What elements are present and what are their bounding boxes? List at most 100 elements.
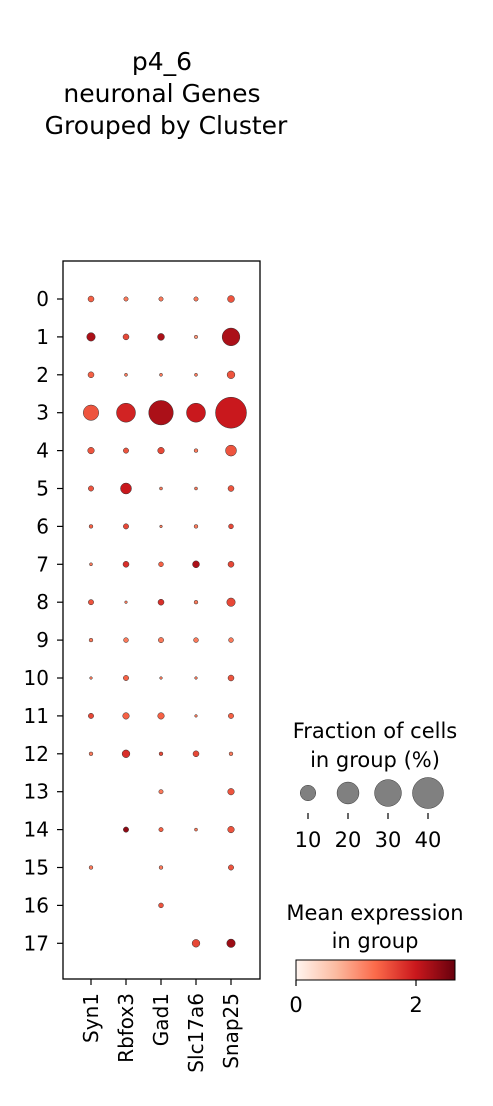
dot-cluster-11-slc17a6 [194, 714, 198, 718]
dot-cluster-11-snap25 [228, 712, 234, 719]
colorbar-tick-label: 0 [289, 993, 302, 1017]
size-legend-label: 40 [415, 828, 442, 852]
dot-cluster-1-snap25 [221, 327, 241, 346]
dot-cluster-9-rbfox3 [123, 637, 129, 643]
dot-cluster-2-snap25 [226, 370, 236, 379]
dot-cluster-12-syn1 [88, 751, 94, 756]
dot-cluster-14-snap25 [227, 826, 235, 834]
dot-cluster-7-syn1 [89, 562, 93, 567]
dot-cluster-12-rbfox3 [121, 749, 131, 758]
title-line-1: p4_6 [132, 47, 192, 76]
dot-cluster-5-syn1 [88, 485, 94, 492]
dot-cluster-10-slc17a6 [194, 676, 198, 680]
dot-cluster-4-rbfox3 [123, 447, 129, 454]
colorbar-tick-label: 2 [409, 993, 422, 1017]
y-tick-label: 3 [36, 401, 49, 425]
x-tick-label-slc17a6: Slc17a6 [184, 993, 208, 1073]
dot-cluster-1-rbfox3 [122, 333, 130, 341]
dot-cluster-4-slc17a6 [193, 448, 199, 453]
y-tick-label: 13 [24, 780, 49, 804]
dot-cluster-8-slc17a6 [193, 600, 199, 605]
dot-cluster-10-rbfox3 [123, 675, 129, 681]
dot-cluster-5-slc17a6 [194, 486, 198, 491]
x-tick-label-rbfox3: Rbfox3 [114, 993, 138, 1063]
y-tick-label: 5 [36, 477, 49, 501]
dot-cluster-11-syn1 [88, 712, 94, 719]
dot-cluster-5-rbfox3 [120, 482, 132, 495]
dot-cluster-3-syn1 [83, 404, 99, 421]
dot-cluster-11-rbfox3 [122, 712, 130, 720]
title-line-2: neuronal Genes [63, 79, 260, 108]
dot-cluster-2-slc17a6 [194, 373, 198, 377]
dot-cluster-11-gad1 [157, 712, 165, 720]
size-legend-title-line-1: Fraction of cells [293, 719, 458, 743]
dot-cluster-4-snap25 [225, 444, 237, 457]
dot-cluster-5-snap25 [227, 485, 235, 492]
dot-cluster-6-syn1 [88, 524, 94, 529]
size-legend-dot [374, 779, 402, 807]
dot-cluster-17-snap25 [226, 938, 236, 948]
y-tick-label: 14 [24, 818, 49, 842]
y-tick-label: 11 [24, 704, 49, 728]
chart-title: p4_6 neuronal Genes Grouped by Cluster [45, 47, 288, 140]
x-tick-label-snap25: Snap25 [219, 993, 243, 1069]
dot-cluster-0-syn1 [87, 295, 95, 303]
dot-cluster-6-gad1 [159, 524, 163, 528]
dot-cluster-14-rbfox3 [123, 826, 129, 833]
dot-layer [83, 295, 247, 948]
dot-cluster-8-rbfox3 [124, 600, 128, 604]
dot-cluster-6-snap25 [228, 523, 234, 530]
dot-cluster-8-snap25 [226, 597, 236, 607]
y-tick-label: 6 [36, 514, 49, 538]
dot-cluster-14-gad1 [158, 827, 164, 833]
dot-cluster-3-snap25 [215, 396, 247, 429]
size-legend-dot [300, 785, 316, 801]
colorbar [295, 959, 456, 981]
dot-cluster-15-snap25 [228, 864, 234, 871]
color-legend-title-line-2: in group [332, 929, 419, 953]
dot-cluster-2-syn1 [87, 371, 95, 379]
y-tick-label: 1 [36, 325, 49, 349]
dot-cluster-0-snap25 [227, 295, 235, 303]
size-legend-label: 30 [375, 828, 402, 852]
y-tick-label: 17 [24, 931, 49, 955]
y-tick-label: 9 [36, 628, 49, 652]
dot-cluster-7-snap25 [227, 561, 235, 568]
dot-cluster-15-syn1 [88, 865, 94, 870]
dot-cluster-9-gad1 [158, 637, 164, 644]
dot-cluster-15-gad1 [158, 865, 164, 870]
dot-cluster-0-slc17a6 [193, 296, 199, 302]
size-legend-dot [412, 777, 444, 809]
dot-cluster-10-syn1 [89, 676, 93, 680]
x-tick-label-gad1: Gad1 [149, 993, 173, 1046]
dot-cluster-7-rbfox3 [122, 561, 130, 568]
dot-cluster-4-syn1 [87, 447, 95, 455]
dot-cluster-12-slc17a6 [192, 750, 200, 758]
dot-cluster-4-gad1 [157, 447, 165, 455]
title-line-3: Grouped by Cluster [45, 111, 288, 140]
dot-cluster-2-gad1 [159, 373, 163, 377]
y-tick-label: 0 [36, 287, 49, 311]
dot-cluster-3-gad1 [148, 400, 174, 426]
size-legend-label: 20 [335, 828, 362, 852]
dot-cluster-10-gad1 [159, 676, 163, 680]
dot-cluster-5-gad1 [159, 486, 163, 491]
dot-cluster-3-slc17a6 [186, 402, 206, 423]
dot-cluster-9-syn1 [88, 637, 94, 643]
dot-cluster-3-rbfox3 [116, 402, 136, 423]
dot-cluster-9-snap25 [228, 637, 234, 643]
y-tick-label: 4 [36, 439, 49, 463]
size-legend-dots: 10 20 30 40 [295, 777, 444, 852]
color-legend-title-line-1: Mean expression [286, 901, 463, 925]
dot-cluster-7-slc17a6 [192, 560, 200, 569]
dot-cluster-6-slc17a6 [193, 524, 199, 529]
dot-cluster-14-slc17a6 [194, 827, 198, 832]
x-tick-label-syn1: Syn1 [79, 993, 103, 1043]
dot-cluster-12-snap25 [228, 751, 234, 756]
dot-cluster-8-syn1 [88, 599, 94, 606]
y-tick-label: 8 [36, 590, 49, 614]
